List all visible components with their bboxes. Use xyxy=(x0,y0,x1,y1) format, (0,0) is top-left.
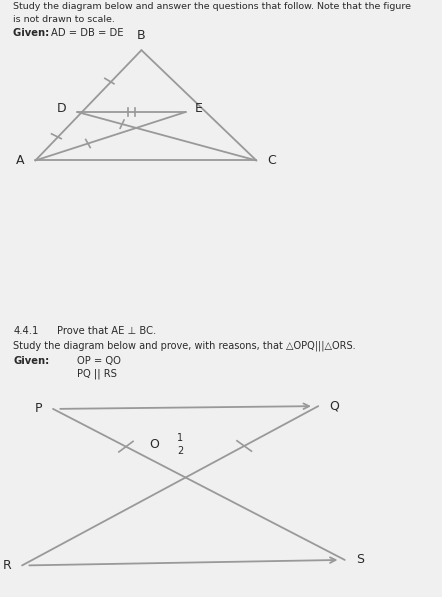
Text: B: B xyxy=(137,29,146,42)
Text: Study the diagram below and answer the questions that follow. Note that the figu: Study the diagram below and answer the q… xyxy=(13,2,411,11)
Text: 2: 2 xyxy=(177,447,183,457)
Text: S: S xyxy=(356,553,364,567)
Text: O: O xyxy=(149,438,159,451)
Text: OP = QO: OP = QO xyxy=(77,356,121,366)
Text: Study the diagram below and prove, with reasons, that △OPQ|||△ORS.: Study the diagram below and prove, with … xyxy=(13,340,356,350)
Text: Prove that AE ⊥ BC.: Prove that AE ⊥ BC. xyxy=(57,327,157,337)
Text: 4.4.1: 4.4.1 xyxy=(13,327,38,337)
Text: Given:: Given: xyxy=(13,29,53,38)
Text: C: C xyxy=(267,154,276,167)
Text: A: A xyxy=(16,154,24,167)
Text: D: D xyxy=(57,102,66,115)
Text: P: P xyxy=(34,402,42,416)
Text: is not drawn to scale.: is not drawn to scale. xyxy=(13,15,115,24)
Text: R: R xyxy=(2,559,11,572)
Text: PQ || RS: PQ || RS xyxy=(77,368,117,379)
Text: Given:: Given: xyxy=(13,356,50,366)
Text: E: E xyxy=(194,102,202,115)
Text: 1: 1 xyxy=(177,433,183,443)
Text: AD = DB = DE: AD = DB = DE xyxy=(51,29,123,38)
Text: Q: Q xyxy=(329,399,339,413)
